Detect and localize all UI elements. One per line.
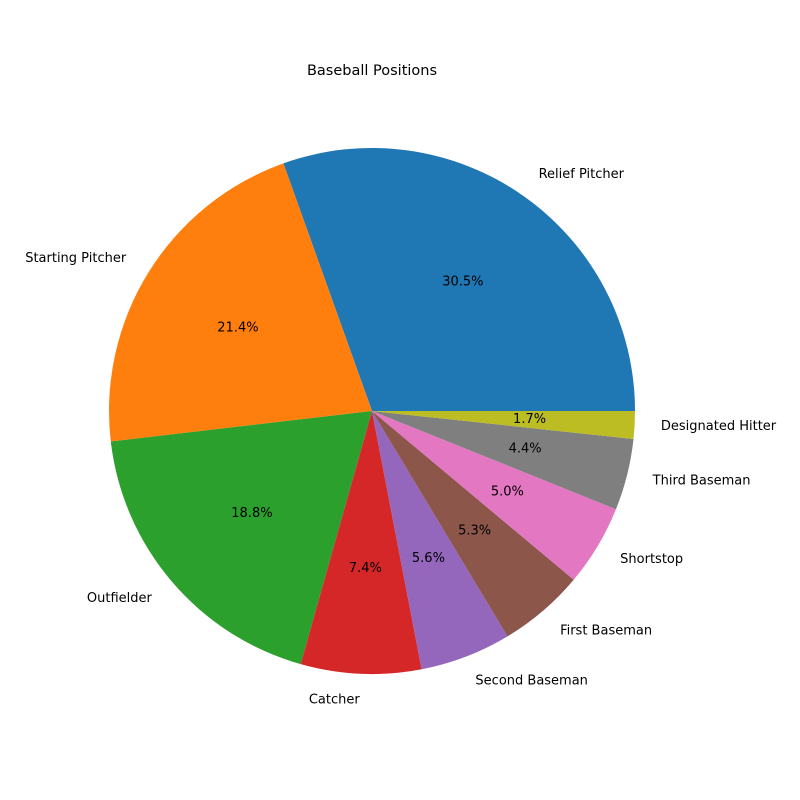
pie-slices xyxy=(108,147,635,674)
percent-label-catcher: 7.4% xyxy=(349,561,382,576)
slice-label-catcher: Catcher xyxy=(309,693,361,708)
slice-label-first-baseman: First Baseman xyxy=(560,623,652,638)
percent-label-starting-pitcher: 21.4% xyxy=(217,320,258,335)
slice-labels: Relief Pitcher Starting Pitcher Outfielder… xyxy=(25,167,777,708)
slice-label-second-baseman: Second Baseman xyxy=(475,674,588,689)
slice-label-starting-pitcher: Starting Pitcher xyxy=(25,251,127,266)
pie-slice-third-baseman xyxy=(372,411,634,510)
slice-label-relief-pitcher: Relief Pitcher xyxy=(539,167,625,182)
chart-title: Baseball Positions xyxy=(307,63,437,79)
percent-label-relief-pitcher: 30.5% xyxy=(442,274,483,289)
slice-label-designated-hitter: Designated Hitter xyxy=(661,419,777,434)
percent-label-first-baseman: 5.3% xyxy=(458,523,491,538)
percent-label-third-baseman: 4.4% xyxy=(509,442,542,457)
pie-slice-starting-pitcher xyxy=(108,163,372,442)
percent-labels: 30.5% 21.4% 18.8% 7.4% 5.6% 5.3% 5.0% 4.4% 1.7% xyxy=(217,274,546,576)
percent-label-outfielder: 18.8% xyxy=(231,506,272,521)
percent-label-designated-hitter: 1.7% xyxy=(513,412,546,427)
pie-slice-outfielder xyxy=(110,411,373,665)
slice-label-outfielder: Outfielder xyxy=(87,591,153,606)
slice-label-shortstop: Shortstop xyxy=(620,552,683,567)
percent-label-shortstop: 5.0% xyxy=(491,485,524,500)
pie-slice-relief-pitcher xyxy=(283,147,635,411)
slice-label-third-baseman: Third Baseman xyxy=(652,474,751,489)
pie-slice-designated-hitter xyxy=(372,411,635,440)
pie-slice-first-baseman xyxy=(372,411,574,637)
pie-slice-catcher xyxy=(300,411,422,674)
percent-label-second-baseman: 5.6% xyxy=(412,551,445,566)
pie-slice-second-baseman xyxy=(372,411,508,670)
pie-slice-shortstop xyxy=(372,411,616,580)
